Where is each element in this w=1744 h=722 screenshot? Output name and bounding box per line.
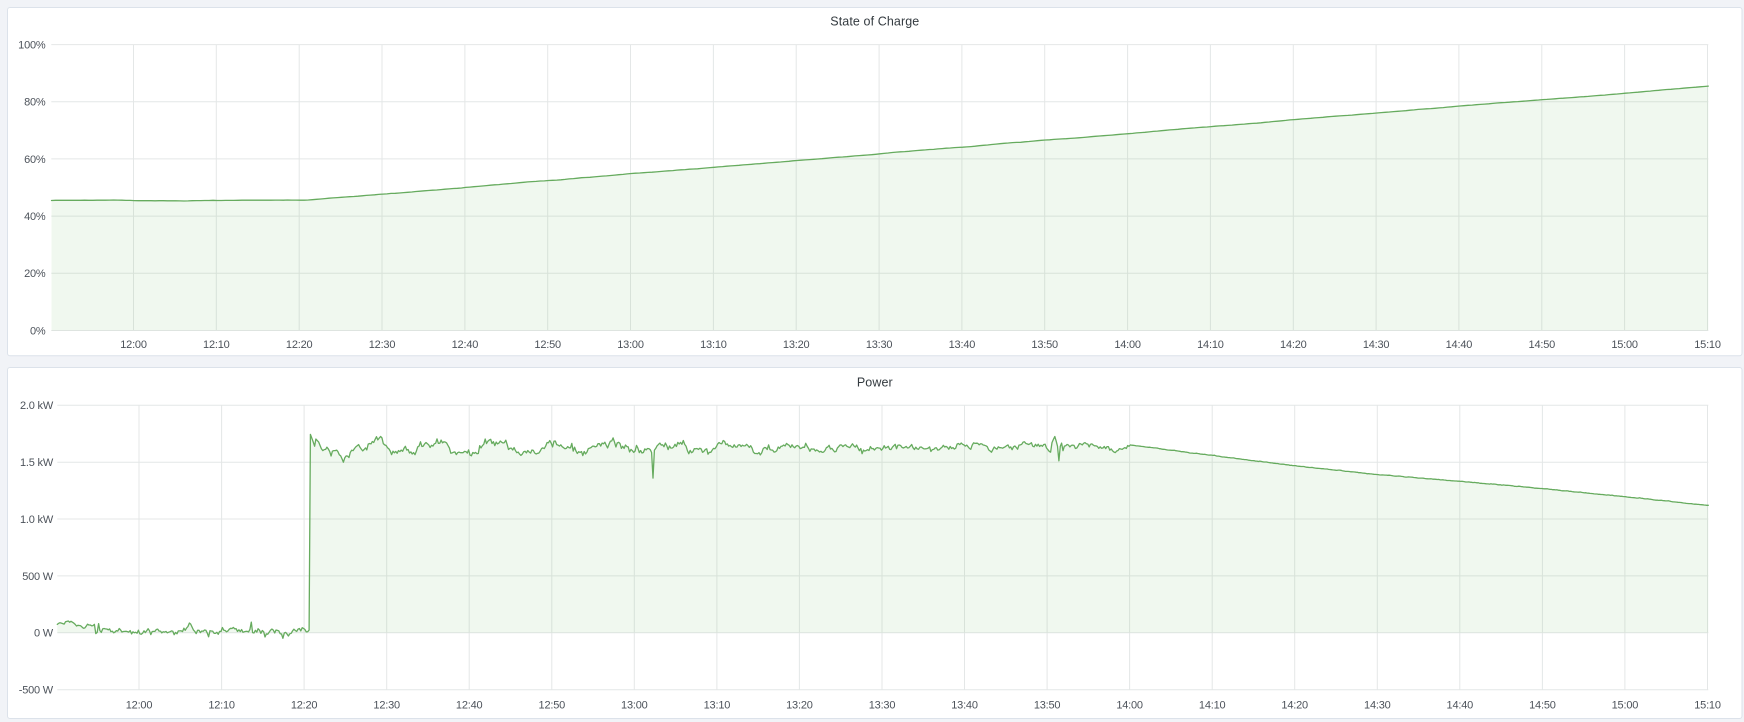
svg-text:13:40: 13:40 [951,699,978,711]
svg-text:14:20: 14:20 [1281,699,1308,711]
svg-text:13:10: 13:10 [704,699,731,711]
svg-text:12:20: 12:20 [291,699,318,711]
svg-text:14:40: 14:40 [1446,339,1473,351]
svg-text:14:10: 14:10 [1199,699,1226,711]
svg-text:80%: 80% [24,97,46,109]
svg-text:12:40: 12:40 [452,339,479,351]
svg-text:1.0 kW: 1.0 kW [20,514,54,526]
svg-text:14:00: 14:00 [1116,699,1143,711]
svg-text:40%: 40% [24,211,46,223]
svg-text:13:20: 13:20 [783,339,810,351]
svg-text:14:30: 14:30 [1364,699,1391,711]
svg-text:12:00: 12:00 [120,339,147,351]
svg-text:0%: 0% [30,325,46,337]
svg-text:0 W: 0 W [34,628,54,640]
svg-text:15:10: 15:10 [1694,699,1721,711]
svg-text:12:10: 12:10 [208,699,235,711]
svg-text:14:10: 14:10 [1197,339,1224,351]
svg-text:14:30: 14:30 [1363,339,1390,351]
svg-text:14:40: 14:40 [1447,699,1474,711]
svg-text:20%: 20% [24,268,46,280]
svg-text:500 W: 500 W [22,571,54,583]
svg-text:60%: 60% [24,154,46,166]
svg-text:1.5 kW: 1.5 kW [20,457,54,469]
svg-text:12:50: 12:50 [534,339,561,351]
svg-text:15:00: 15:00 [1611,339,1638,351]
svg-text:14:50: 14:50 [1529,339,1556,351]
svg-text:14:00: 14:00 [1114,339,1141,351]
svg-text:15:00: 15:00 [1612,699,1639,711]
svg-text:13:20: 13:20 [786,699,813,711]
svg-text:2.0 kW: 2.0 kW [20,400,54,412]
svg-text:15:10: 15:10 [1694,339,1721,351]
svg-text:100%: 100% [18,40,46,52]
svg-text:Power: Power [857,375,893,389]
svg-text:14:20: 14:20 [1280,339,1307,351]
svg-text:12:30: 12:30 [369,339,396,351]
svg-text:12:00: 12:00 [126,699,153,711]
svg-text:13:30: 13:30 [866,339,893,351]
svg-text:13:50: 13:50 [1034,699,1061,711]
svg-text:13:00: 13:00 [617,339,644,351]
svg-text:State of Charge: State of Charge [830,14,919,28]
svg-text:12:50: 12:50 [539,699,566,711]
svg-text:13:40: 13:40 [949,339,976,351]
svg-text:12:30: 12:30 [373,699,400,711]
svg-text:12:10: 12:10 [203,339,230,351]
svg-text:14:50: 14:50 [1529,699,1556,711]
svg-text:13:00: 13:00 [621,699,648,711]
svg-text:13:10: 13:10 [700,339,727,351]
svg-text:13:30: 13:30 [869,699,896,711]
svg-text:12:20: 12:20 [286,339,313,351]
svg-text:12:40: 12:40 [456,699,483,711]
svg-text:-500 W: -500 W [19,685,54,697]
svg-text:13:50: 13:50 [1031,339,1058,351]
